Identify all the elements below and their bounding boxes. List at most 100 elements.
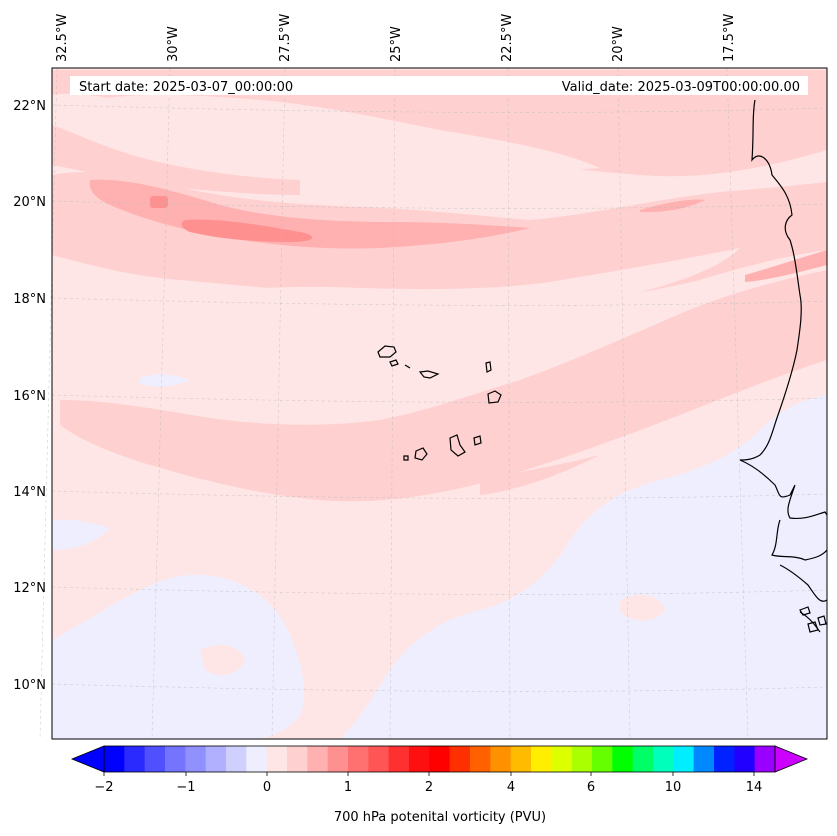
colorbar-cell xyxy=(714,746,735,772)
lon-label: 25°W xyxy=(389,26,404,62)
pv-light-streak-top xyxy=(90,95,600,170)
lat-label: 22°N xyxy=(13,99,46,114)
lon-label: 32.5°W xyxy=(55,14,70,62)
coastlines xyxy=(377,99,828,633)
pv-pocket-2 xyxy=(620,594,665,621)
colorbar-cell xyxy=(490,746,512,772)
colorbar-tick-label: −2 xyxy=(94,780,113,795)
valid-date-label: Valid_date: 2025-03-09T00:00:00.00 xyxy=(562,80,800,95)
lat-label: 18°N xyxy=(13,292,46,307)
colorbar-extend-high xyxy=(774,745,809,773)
island-maio xyxy=(473,435,482,446)
colorbar-cell xyxy=(510,746,532,772)
island-santa-luzia xyxy=(404,364,411,369)
pv-negative-east xyxy=(340,395,827,739)
colorbar-cell xyxy=(653,746,674,772)
colorbar-cell xyxy=(388,746,410,772)
island-sal xyxy=(485,361,492,373)
colorbar-cell xyxy=(287,746,308,772)
lat-label: 16°N xyxy=(13,389,46,404)
pv-spot-west xyxy=(150,196,168,208)
pv-light-streak-mid xyxy=(180,248,740,313)
island-brava xyxy=(403,455,409,461)
colorbar-cell xyxy=(246,746,268,772)
island-sao-vicente xyxy=(389,359,399,367)
colorbar-cell xyxy=(429,746,451,772)
island-fogo xyxy=(414,447,428,461)
colorbar-tick-label: 6 xyxy=(587,780,595,795)
colorbar-cell xyxy=(693,746,715,772)
colorbar-cell xyxy=(307,746,329,772)
colorbar-cell xyxy=(592,746,613,772)
island-santiago xyxy=(449,434,466,457)
lon-label: 20°W xyxy=(611,26,626,62)
colorbar-cell xyxy=(470,746,491,772)
pv-band-northeast xyxy=(640,199,705,213)
colorbar-cell xyxy=(185,746,207,772)
map-frame xyxy=(51,67,828,740)
lat-label: 20°N xyxy=(13,195,46,210)
pv-band-jet-strong xyxy=(181,219,313,242)
colorbar-cell xyxy=(205,746,227,772)
colorbar-label: 700 hPa potenital vorticity (PVU) xyxy=(334,810,546,825)
lon-label: 30°W xyxy=(166,26,181,62)
colorbar-cell xyxy=(266,746,288,772)
colorbar-extend-low xyxy=(70,745,105,773)
colorbar-outline xyxy=(103,745,776,773)
island-santo-antao xyxy=(377,345,397,358)
pv-band-southeast xyxy=(480,455,600,495)
colorbar-tick-label: 14 xyxy=(746,780,763,795)
colorbar-tick-label: 2 xyxy=(425,780,433,795)
colorbar-cell xyxy=(734,746,756,772)
colorbar-cell xyxy=(226,746,247,772)
pv-negative-patch xyxy=(140,374,190,387)
colorbar-ticks: −2 −1 0 1 2 4 6 10 14 xyxy=(94,772,762,795)
pv-field xyxy=(52,68,827,739)
colorbar-cell xyxy=(144,746,166,772)
colorbar-cell xyxy=(531,746,552,772)
colorbar-cell xyxy=(673,746,695,772)
colorbar-cells xyxy=(104,746,776,772)
pv-negative-south xyxy=(52,574,305,739)
lon-label: 27.5°W xyxy=(278,14,293,62)
colorbar-tick-label: −1 xyxy=(176,780,195,795)
colorbar-tick-label: 10 xyxy=(665,780,682,795)
pv-band-north xyxy=(52,70,827,177)
colorbar-cell xyxy=(449,746,471,772)
start-date-label: Start date: 2025-03-07_00:00:00 xyxy=(79,80,293,95)
lat-label: 10°N xyxy=(13,678,46,693)
gridlines xyxy=(39,67,828,740)
colorbar-cell xyxy=(165,746,186,772)
bijagos-island-1 xyxy=(799,606,811,616)
colorbar-cell xyxy=(327,746,349,772)
bijagos-island-3 xyxy=(817,615,827,626)
colorbar-cell xyxy=(612,746,634,772)
pv-negative-west xyxy=(52,519,110,550)
lon-label: 17.5°W xyxy=(722,14,737,62)
colorbar-cell xyxy=(754,746,776,772)
island-sao-nicolau xyxy=(418,370,440,379)
pv-band-south xyxy=(60,270,827,502)
colorbar-tick-label: 1 xyxy=(344,780,352,795)
lat-label: 12°N xyxy=(13,581,46,596)
colorbar-tick-label: 0 xyxy=(263,780,271,795)
africa-coastline xyxy=(739,99,828,633)
colorbar-cell xyxy=(551,746,573,772)
colorbar-cell xyxy=(104,746,125,772)
colorbar-cell xyxy=(409,746,430,772)
longitude-labels: 32.5°W 30°W 27.5°W 25°W 22.5°W 20°W 17.5… xyxy=(55,14,737,62)
colorbar-cell xyxy=(368,746,390,772)
lat-label: 14°N xyxy=(13,485,46,500)
pv-band-east xyxy=(745,250,827,282)
colorbar-cell xyxy=(348,746,369,772)
island-boa-vista xyxy=(487,390,502,404)
latitude-labels: 22°N 20°N 18°N 16°N 14°N 12°N 10°N xyxy=(13,99,46,693)
bijagos-island-2 xyxy=(807,621,819,633)
colorbar-cell xyxy=(124,746,146,772)
pv-pocket-1 xyxy=(200,644,245,676)
colorbar-cell xyxy=(632,746,654,772)
colorbar-tick-label: 4 xyxy=(507,780,515,795)
header-box xyxy=(70,76,808,95)
lon-label: 22.5°W xyxy=(500,14,515,62)
